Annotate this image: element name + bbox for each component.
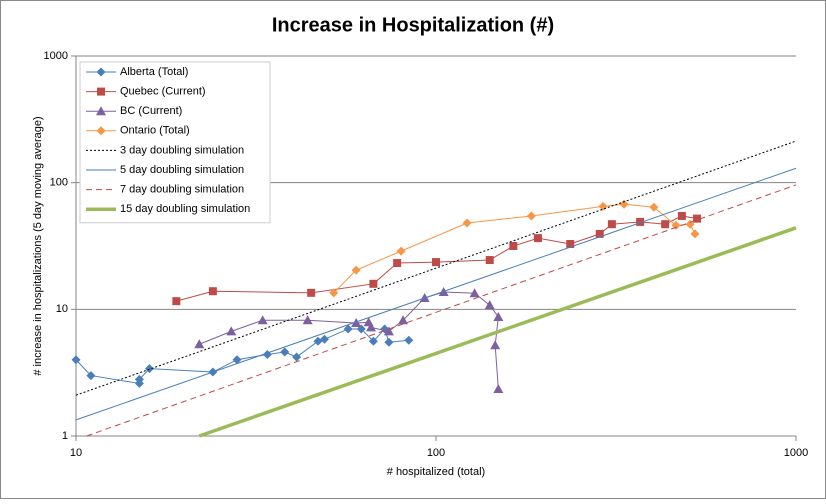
legend-marker (96, 106, 106, 116)
marker (493, 383, 504, 393)
x-tick-label: 1000 (784, 447, 808, 459)
marker (232, 355, 242, 365)
legend-label: 7 day doubling simulation (120, 184, 244, 196)
marker (619, 199, 629, 209)
x-axis-label: # hospitalized (total) (387, 466, 485, 478)
marker (307, 288, 316, 297)
legend-marker (96, 126, 106, 136)
marker (313, 336, 323, 346)
legend-marker (96, 67, 106, 77)
series-line (75, 140, 797, 396)
series-line (176, 215, 698, 302)
marker (368, 336, 378, 346)
marker (343, 324, 353, 334)
marker (383, 326, 394, 336)
y-axis-label: # increase in hospitalizations (5 day mo… (32, 116, 44, 375)
marker (257, 315, 268, 325)
chart-title: Increase in Hospitalization (#) (272, 14, 554, 36)
series-line (198, 226, 797, 438)
marker (509, 242, 518, 251)
marker (369, 279, 378, 288)
marker (526, 211, 536, 221)
legend-label: BC (Current) (120, 105, 182, 117)
marker (607, 220, 616, 229)
x-tick-label: 100 (427, 447, 445, 459)
marker (649, 202, 659, 212)
x-tick-label: 10 (70, 447, 82, 459)
series-line (75, 167, 797, 421)
marker (396, 246, 406, 256)
marker (71, 355, 81, 365)
marker (86, 371, 96, 381)
marker (493, 311, 504, 321)
marker (172, 297, 181, 306)
marker (194, 339, 205, 349)
marker (462, 218, 472, 228)
y-tick-label: 100 (50, 177, 68, 189)
marker (419, 292, 430, 302)
marker (208, 287, 217, 296)
legend-box (79, 61, 271, 224)
marker (144, 364, 154, 374)
marker (398, 315, 409, 325)
marker (134, 374, 144, 384)
series-line (86, 184, 797, 437)
y-tick-label: 10 (56, 303, 68, 315)
marker (485, 256, 494, 265)
marker (280, 347, 290, 357)
marker (292, 352, 302, 362)
legend-label: Quebec (Current) (120, 86, 206, 98)
marker (226, 326, 237, 336)
marker (677, 211, 686, 220)
marker (432, 258, 440, 267)
y-tick-label: 1 (62, 430, 68, 442)
marker (351, 265, 361, 275)
marker (690, 229, 700, 239)
legend-label: Ontario (Total) (120, 125, 190, 137)
series-line (199, 291, 499, 390)
marker (319, 334, 329, 344)
marker (533, 234, 542, 243)
legend-marker (97, 87, 105, 96)
marker (329, 288, 339, 298)
marker (469, 288, 480, 298)
marker (404, 335, 414, 345)
legend-label: 15 day doubling simulation (120, 203, 250, 215)
y-tick-label: 1000 (44, 50, 68, 62)
marker (384, 337, 394, 347)
marker (302, 315, 313, 325)
marker (490, 340, 501, 350)
marker (671, 220, 681, 230)
marker (393, 259, 402, 268)
legend-label: 3 day doubling simulation (120, 144, 244, 156)
marker (366, 322, 377, 332)
marker (661, 220, 670, 229)
legend-label: 5 day doubling simulation (120, 164, 244, 176)
marker (484, 300, 495, 310)
legend-label: Alberta (Total) (120, 66, 188, 78)
